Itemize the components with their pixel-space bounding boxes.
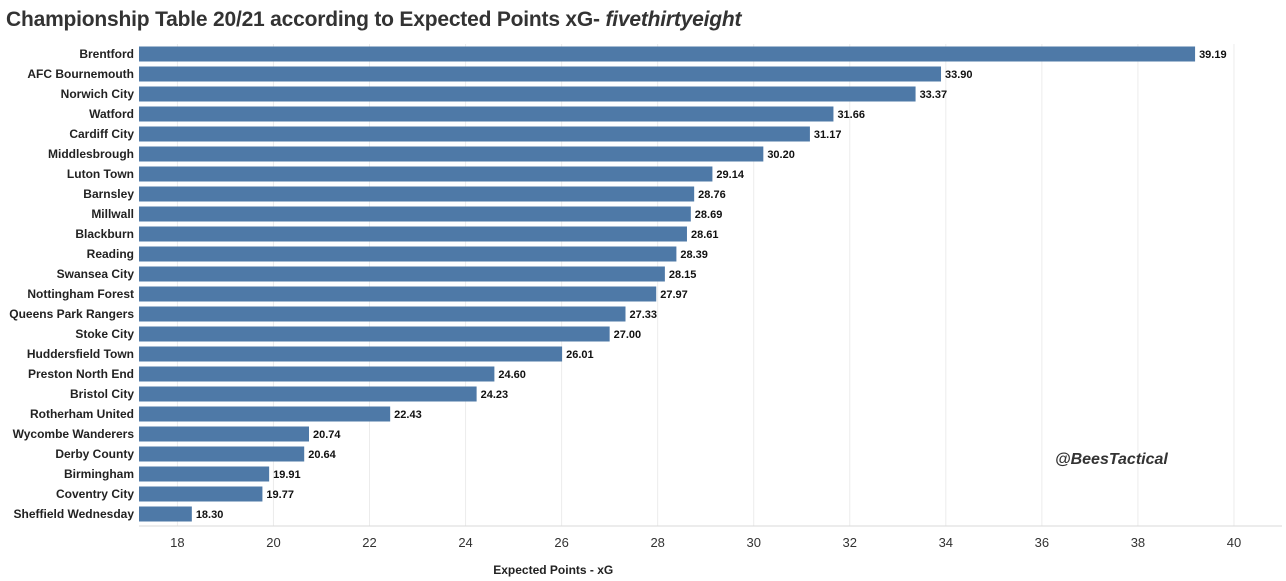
bar <box>139 146 764 162</box>
x-tick-label: 20 <box>266 535 280 550</box>
x-tick-label: 32 <box>843 535 857 550</box>
bar <box>139 386 477 402</box>
bar <box>139 486 263 502</box>
x-tick-label: 24 <box>458 535 472 550</box>
data-label: 20.64 <box>308 449 336 461</box>
category-label: AFC Bournemouth <box>27 67 134 81</box>
x-tick-label: 40 <box>1227 535 1241 550</box>
x-tick-label: 28 <box>650 535 664 550</box>
data-label: 31.17 <box>814 129 842 141</box>
x-tick-label: 38 <box>1131 535 1145 550</box>
category-label: Coventry City <box>56 487 134 501</box>
data-label: 31.66 <box>837 109 865 121</box>
x-tick-label: 26 <box>554 535 568 550</box>
category-label: Sheffield Wednesday <box>14 507 135 521</box>
x-axis: 18 20 22 24 26 28 30 32 34 36 38 40 Expected Points … <box>139 525 1282 577</box>
data-label: 24.60 <box>498 369 526 381</box>
x-tick-label: 34 <box>939 535 953 550</box>
bar <box>139 426 310 442</box>
bar <box>139 406 391 422</box>
bar <box>139 246 677 262</box>
bar <box>139 186 695 202</box>
data-label: 33.37 <box>920 89 948 101</box>
category-label: Derby County <box>55 447 134 461</box>
data-label: 22.43 <box>394 409 422 421</box>
data-label: 28.76 <box>698 189 726 201</box>
bar <box>139 86 916 102</box>
title-main: Championship Table 20/21 according to Ex… <box>6 8 606 31</box>
category-label: Millwall <box>91 207 134 221</box>
category-label: Cardiff City <box>69 127 134 141</box>
category-label: Watford <box>89 107 134 121</box>
title-source: fivethirtyeight <box>605 8 742 31</box>
bar <box>139 266 665 282</box>
category-label: Huddersfield Town <box>27 347 134 361</box>
data-label: 27.33 <box>629 309 657 321</box>
bar <box>139 346 563 362</box>
category-label: Blackburn <box>75 227 134 241</box>
bar <box>139 106 834 122</box>
data-label: 28.69 <box>695 209 723 221</box>
bars: Brentford 39.19 AFC Bournemouth 33.90 Norwic… <box>9 46 1227 522</box>
category-label: Nottingham Forest <box>27 287 134 301</box>
category-label: Brentford <box>79 47 134 61</box>
data-label: 30.20 <box>767 149 795 161</box>
bar <box>139 126 810 142</box>
x-tick-label: 18 <box>170 535 184 550</box>
x-tick-label: 30 <box>746 535 760 550</box>
bar <box>139 206 691 222</box>
data-label: 29.14 <box>716 169 744 181</box>
category-label: Stoke City <box>75 327 134 341</box>
data-label: 39.19 <box>1199 49 1227 61</box>
data-label: 33.90 <box>945 69 973 81</box>
x-axis-title: Expected Points - xG <box>493 563 613 577</box>
category-label: Luton Town <box>67 167 134 181</box>
data-label: 28.15 <box>669 269 697 281</box>
bar <box>139 226 687 242</box>
bar <box>139 166 713 182</box>
chart-title: Championship Table 20/21 according to Ex… <box>6 8 742 32</box>
bar <box>139 46 1196 62</box>
data-label: 19.77 <box>266 489 294 501</box>
bar <box>139 306 626 322</box>
x-tick-label: 36 <box>1035 535 1049 550</box>
watermark: @BeesTactical <box>1055 451 1168 468</box>
data-label: 20.74 <box>313 429 341 441</box>
data-label: 24.23 <box>481 389 509 401</box>
bar <box>139 446 305 462</box>
bar <box>139 366 495 382</box>
data-label: 28.61 <box>691 229 719 241</box>
x-tick-label: 22 <box>362 535 376 550</box>
data-label: 18.30 <box>196 509 224 521</box>
bar <box>139 326 610 342</box>
data-label: 19.91 <box>273 469 301 481</box>
category-label: Barnsley <box>83 187 134 201</box>
data-label: 26.01 <box>566 349 594 361</box>
bar <box>139 286 657 302</box>
bar <box>139 506 192 522</box>
data-label: 27.97 <box>660 289 688 301</box>
category-label: Preston North End <box>28 367 134 381</box>
category-label: Norwich City <box>61 87 135 101</box>
bar <box>139 466 270 482</box>
category-label: Middlesbrough <box>48 147 134 161</box>
gridlines <box>176 44 1235 526</box>
data-label: 27.00 <box>614 329 642 341</box>
bar <box>139 66 942 82</box>
category-label: Bristol City <box>70 387 134 401</box>
category-label: Reading <box>87 247 134 261</box>
category-label: Rotherham United <box>30 407 134 421</box>
category-label: Birmingham <box>64 467 134 481</box>
category-label: Swansea City <box>57 267 135 281</box>
category-label: Queens Park Rangers <box>9 307 134 321</box>
data-label: 28.39 <box>680 249 708 261</box>
category-label: Wycombe Wanderers <box>13 427 135 441</box>
